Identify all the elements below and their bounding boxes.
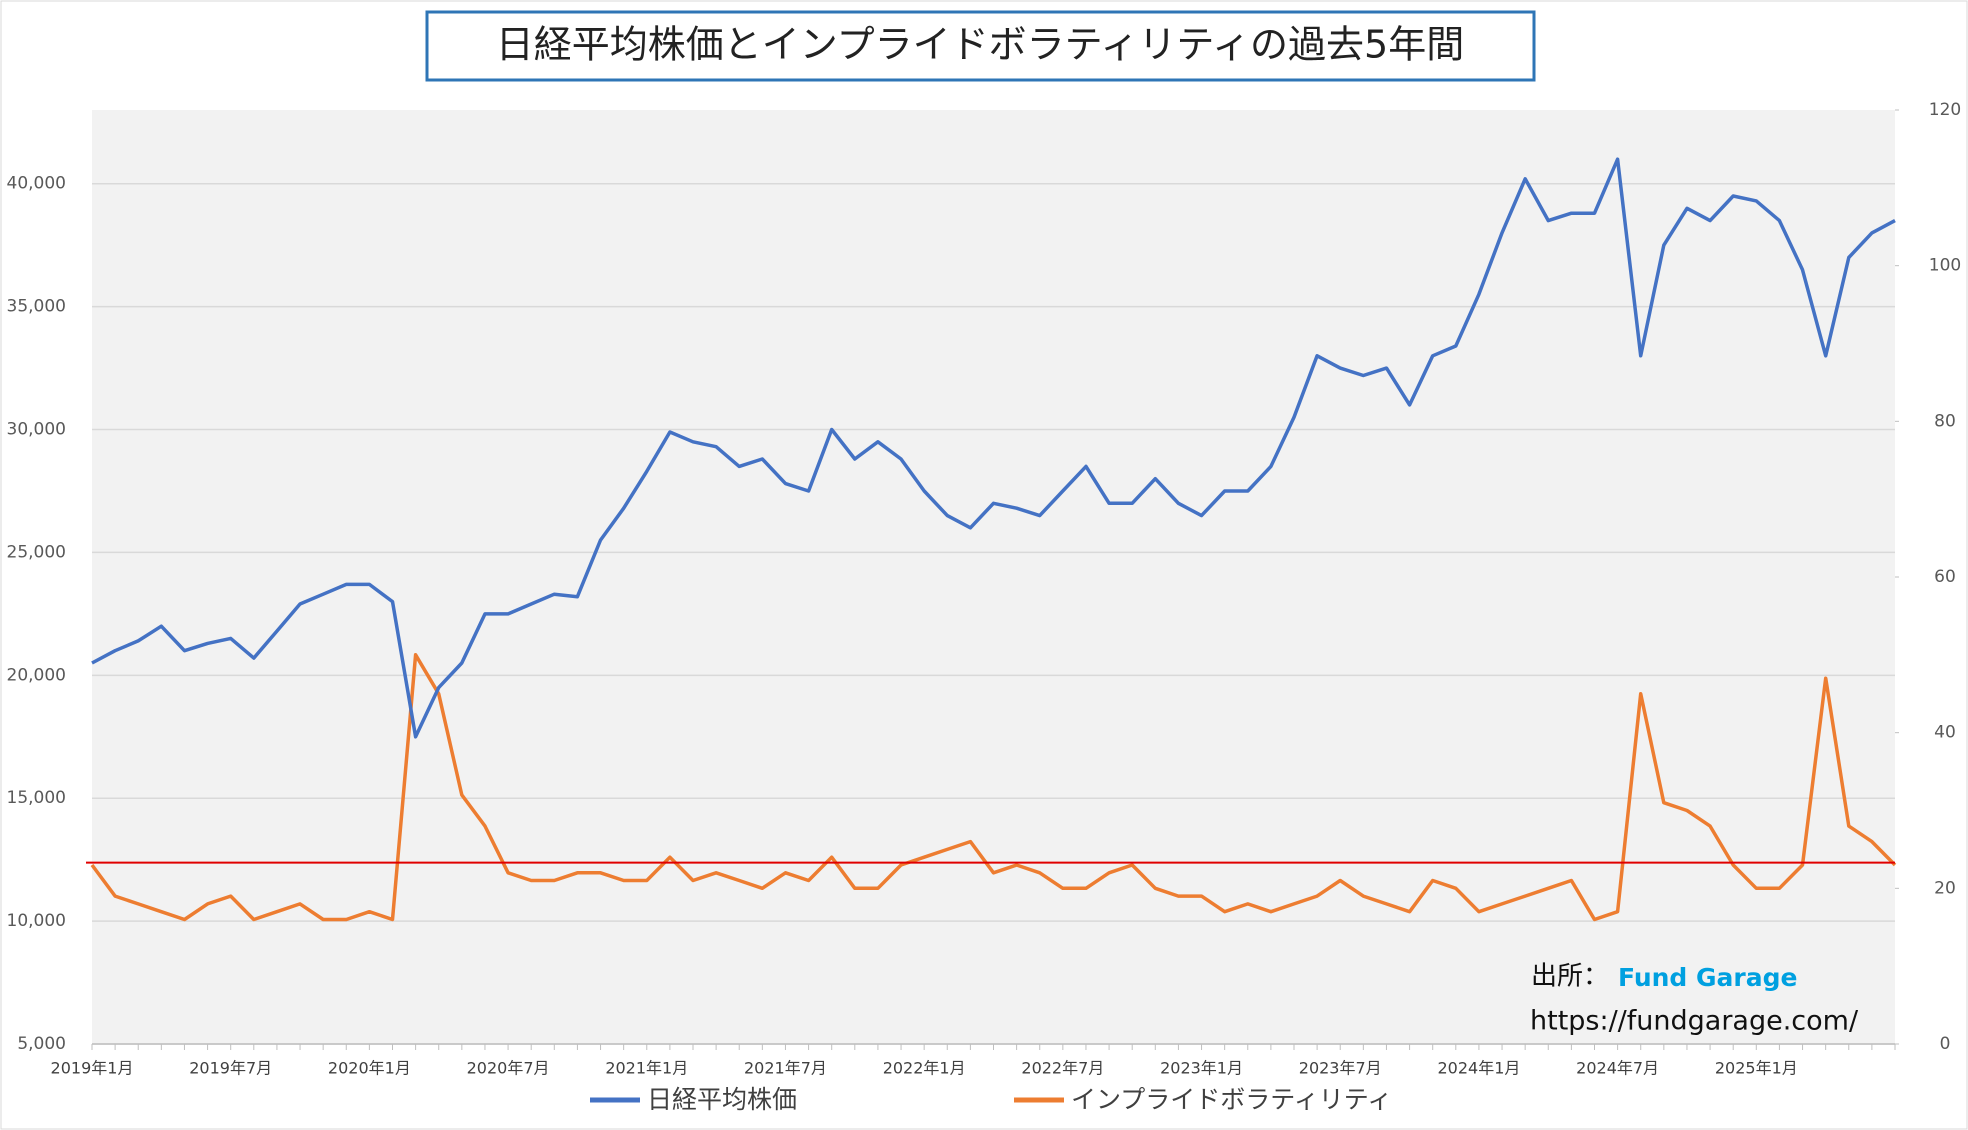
legend-label: インプライドボラティリティ [1071, 1085, 1392, 1114]
y-tick-label: 30,000 [7, 420, 66, 440]
x-tick-label: 2020年7月 [467, 1059, 550, 1078]
plot-area [92, 110, 1895, 1044]
x-tick-label: 2021年7月 [744, 1059, 827, 1078]
y2-tick-label: 0 [1940, 1034, 1951, 1054]
title-box [425, 10, 1536, 82]
source-label: 出所： [1531, 962, 1609, 992]
y2-tick-label: 80 [1934, 411, 1956, 431]
y2-tick-label: 20 [1934, 878, 1956, 898]
y2-tick-label: 40 [1934, 723, 1956, 743]
x-tick-label: 2025年1月 [1715, 1059, 1798, 1078]
x-tick-label: 2022年7月 [1021, 1059, 1104, 1078]
marks: 5,000 10,000 15,000 20,000 25,000 30,000 35,00… [7, 100, 1962, 1078]
x-tick-label: 2024年1月 [1437, 1059, 1520, 1078]
chart-title: 日経平均株価とインプライドボラティリティの過去5年間 [496, 23, 1464, 67]
series-line [91, 157, 1896, 739]
y-tick-label: 10,000 [7, 911, 66, 931]
y-tick-label: 15,000 [7, 788, 66, 808]
x-tick-label: 2019年7月 [189, 1059, 272, 1078]
x-tick-label: 2023年7月 [1299, 1059, 1382, 1078]
x-tick-label: 2024年7月 [1576, 1059, 1659, 1078]
y-tick-label: 5,000 [17, 1034, 66, 1054]
x-tick-label: 2022年1月 [883, 1059, 966, 1078]
x-tick-label: 2023年1月 [1160, 1059, 1243, 1078]
y-tick-label: 25,000 [7, 542, 66, 562]
y-tick-label: 40,000 [7, 174, 66, 194]
x-tick-label: 2021年1月 [605, 1059, 688, 1078]
source-url: https://fundgarage.com/ [1530, 1006, 1859, 1037]
x-tick-label: 2020年1月 [328, 1059, 411, 1078]
legend-label: 日経平均株価 [647, 1085, 797, 1114]
y2-tick-label: 100 [1929, 256, 1961, 276]
source-name: Fund Garage [1618, 963, 1797, 992]
series-line [90, 653, 1897, 922]
y-tick-label: 20,000 [7, 665, 66, 685]
y-tick-label: 35,000 [7, 297, 66, 317]
x-tick-label: 2019年1月 [51, 1059, 134, 1078]
y2-tick-label: 120 [1929, 100, 1961, 120]
y2-tick-label: 60 [1934, 567, 1956, 587]
